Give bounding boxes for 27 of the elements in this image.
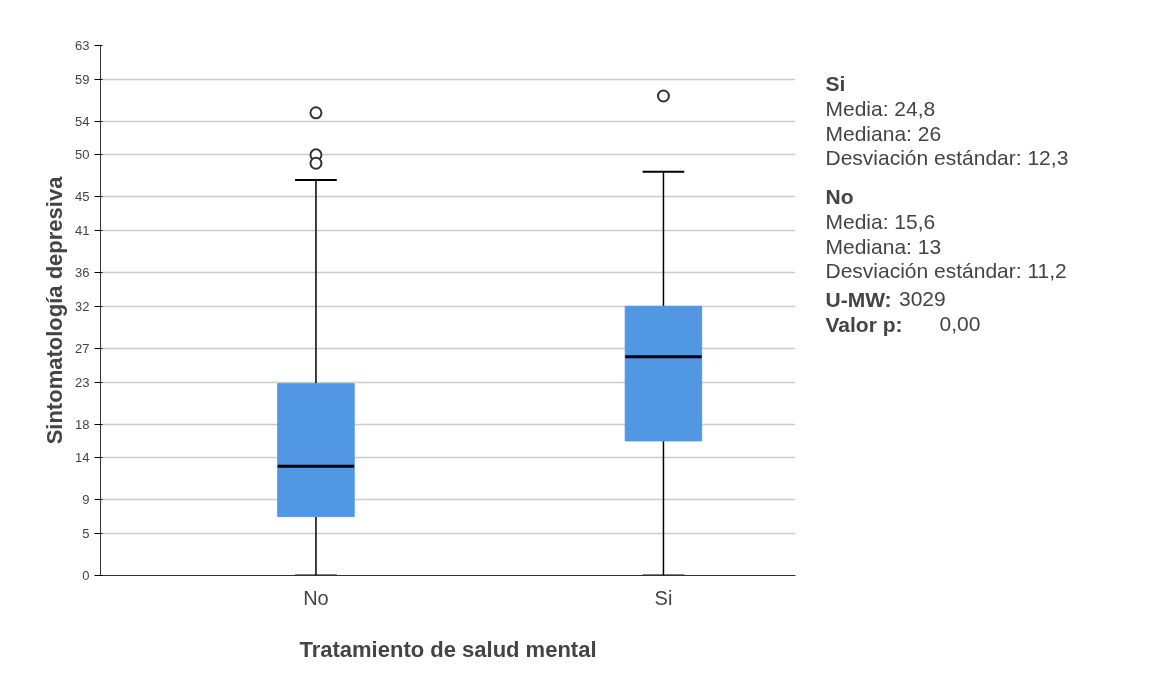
y-axis-title: Sintomatología depresiva (42, 175, 68, 445)
y-tick-label: 63 (75, 38, 90, 53)
y-tick-label: 36 (75, 265, 90, 281)
text: Valor p: 0,00 (825, 312, 981, 336)
y-tick-label: 0 (82, 568, 90, 583)
y-tick-label: 32 (75, 298, 90, 314)
text: No (825, 184, 854, 208)
y-tick-label: 5 (82, 525, 90, 541)
text: Mediana: 26 (825, 121, 942, 145)
text: Desviación estándar: 12,3 (825, 146, 1069, 170)
y-tick-label: 27 (75, 340, 90, 356)
y-tick-label: 14 (75, 450, 90, 466)
y-tick-label: 45 (75, 189, 90, 205)
text: Media: 15,6 (825, 209, 936, 233)
text: Media: 24,8 (825, 96, 936, 120)
x-axis-title: Tratamiento de salud mental (299, 636, 597, 662)
y-tick-label: 50 (75, 147, 90, 163)
y-tick-label: 23 (75, 374, 90, 390)
text: U-MW: 3029 (825, 287, 946, 311)
text: Mediana: 13 (825, 234, 942, 258)
text: Si (825, 72, 846, 96)
y-tick-label: 41 (75, 223, 90, 239)
y-tick-label: 9 (82, 492, 90, 508)
y-tick-label: 54 (75, 113, 90, 129)
y-tick-label: 59 (75, 71, 90, 87)
y-tick-label: 18 (75, 416, 90, 432)
text: Desviación estándar: 11,2 (825, 259, 1067, 283)
